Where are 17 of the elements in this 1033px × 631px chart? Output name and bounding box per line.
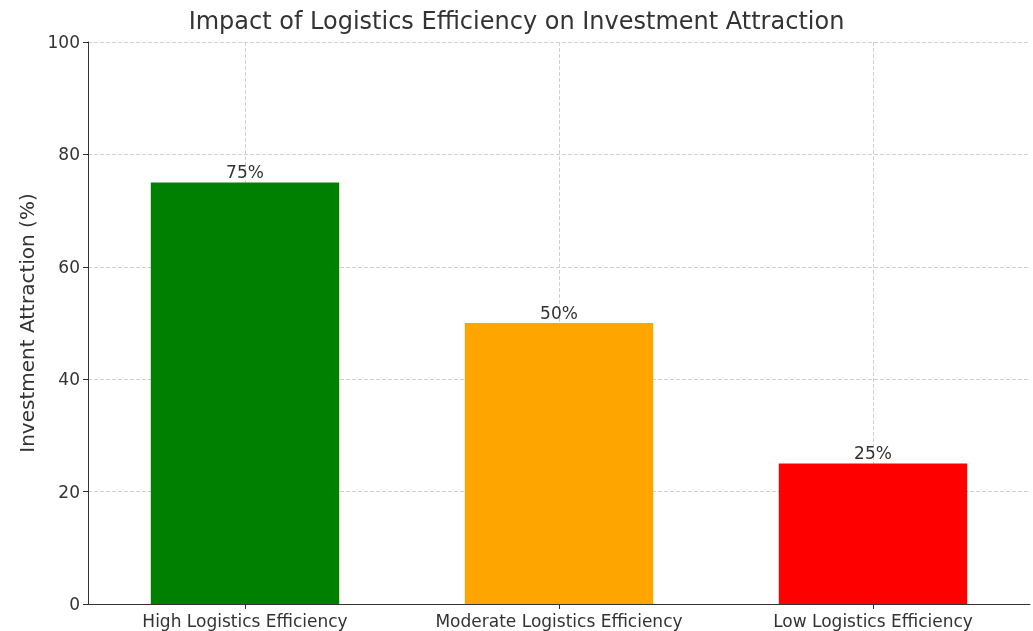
chart-title: Impact of Logistics Efficiency on Investment Attraction <box>188 7 845 35</box>
y-tick-label: 100 <box>47 32 80 52</box>
bar <box>464 323 654 604</box>
y-tick-label: 60 <box>58 256 80 277</box>
x-tick-label: Low Logistics Efficiency <box>773 610 973 631</box>
bar <box>150 182 340 604</box>
y-tick-label: 40 <box>58 369 80 390</box>
y-tick-label: 20 <box>58 481 80 502</box>
y-tick-label: 80 <box>58 144 80 165</box>
y-tick-label: 0 <box>69 594 80 614</box>
data-label: 50% <box>540 302 578 323</box>
bar <box>778 463 968 604</box>
data-label: 75% <box>226 162 264 182</box>
x-tick-label: Moderate Logistics Efficiency <box>435 610 683 631</box>
y-axis-title: Investment Attraction (%) <box>14 193 39 453</box>
data-label: 25% <box>854 443 892 463</box>
x-tick-label: High Logistics Efficiency <box>142 610 348 631</box>
